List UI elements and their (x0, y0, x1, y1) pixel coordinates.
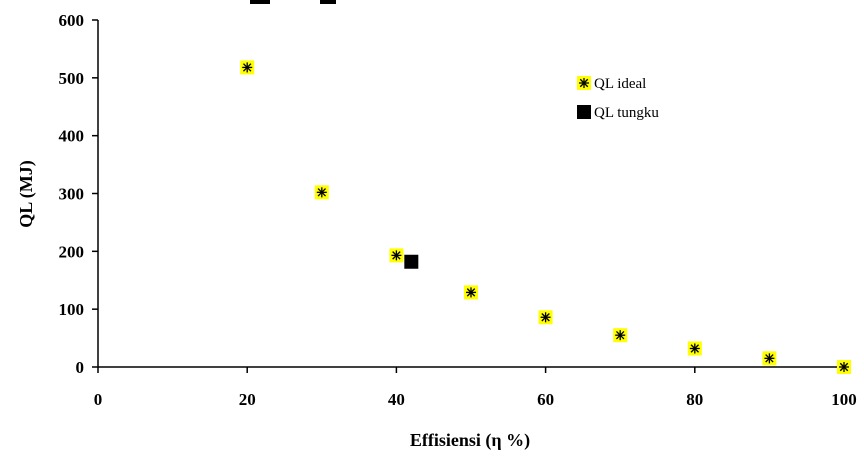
point-ql-ideal (240, 60, 255, 75)
legend-symbol-ql-ideal (577, 76, 591, 90)
point-ql-ideal (314, 185, 329, 200)
point-ql-ideal (762, 351, 777, 366)
point-ql-tungku (404, 254, 419, 269)
x-tick-label: 100 (831, 390, 857, 409)
series-layer (240, 60, 851, 374)
legend-label-ql-tungku: QL tungku (594, 105, 659, 121)
legend-marker-ql-tungku (577, 105, 591, 119)
x-tick-label: 0 (94, 390, 103, 409)
point-ql-ideal (464, 285, 478, 300)
x-tick-label: 80 (686, 390, 703, 409)
legend-item-ql-tungku: QL tungku (577, 105, 659, 121)
legend-item-ql-ideal: QL ideal (577, 76, 646, 92)
title-fragment (250, 0, 336, 4)
x-tick-label: 40 (388, 390, 405, 409)
point-ql-ideal (687, 341, 702, 356)
y-axis-ticks: 0 100 200 300 400 500 600 (59, 11, 98, 377)
x-axis-title: Effisiensi (η %) (410, 430, 530, 451)
y-tick-label: 0 (76, 358, 85, 377)
y-tick-label: 600 (59, 11, 85, 30)
y-tick-label: 100 (59, 300, 85, 319)
point-ql-ideal (613, 328, 628, 343)
x-tick-label: 20 (239, 390, 256, 409)
point-ql-ideal (538, 310, 553, 325)
x-tick-label: 60 (537, 390, 554, 409)
y-tick-label: 500 (59, 69, 85, 88)
legend-label-ql-ideal: QL ideal (594, 76, 646, 92)
legend-marker-ql-ideal (577, 76, 591, 90)
y-tick-label: 200 (59, 242, 85, 261)
point-ql-ideal (389, 248, 404, 263)
legend-symbol-ql-tungku (577, 105, 591, 119)
y-tick-label: 400 (59, 127, 85, 146)
y-tick-label: 300 (59, 185, 85, 204)
x-axis-ticks: 0 20 40 60 80 100 (94, 367, 857, 409)
y-axis-title: QL (MJ) (16, 160, 37, 228)
point-ql-ideal (837, 360, 851, 374)
legend: QL ideal QL tungku (577, 76, 659, 121)
